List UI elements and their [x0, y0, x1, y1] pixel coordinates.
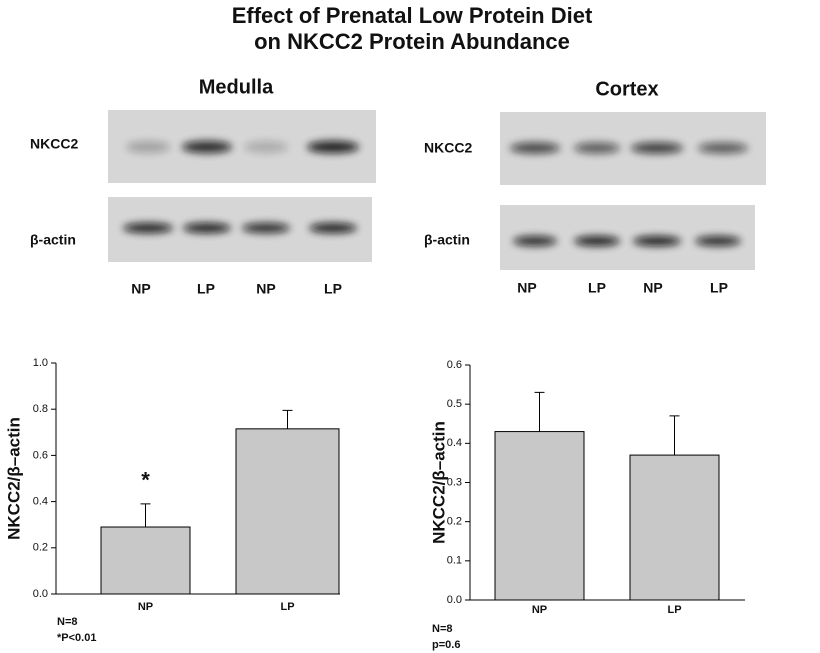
blot-band [574, 142, 620, 154]
y-tick-label: 0.0 [447, 594, 462, 606]
y-tick-label: 0.8 [33, 403, 48, 415]
blot-band [631, 142, 683, 154]
error-bar [669, 415, 680, 456]
blot-band [695, 236, 741, 246]
lane-label: NP [131, 281, 150, 297]
y-tick-label: 0.3 [447, 476, 462, 488]
blot-title: Medulla [199, 76, 274, 98]
bar [494, 431, 585, 601]
blot-band [510, 142, 560, 154]
lane-label: LP [588, 280, 606, 296]
figure-title: Effect of Prenatal Low Protein Diet [232, 3, 593, 28]
x-tick-label: NP [138, 601, 153, 613]
blot-row-label: NKCC2 [424, 140, 472, 156]
blot-row-label: NKCC2 [30, 136, 78, 152]
blot-band [242, 223, 290, 233]
blot-band [182, 141, 232, 153]
y-tick-label: 0.4 [447, 437, 462, 449]
x-tick-label: LP [667, 604, 681, 616]
y-tick-label: 0.4 [33, 496, 48, 508]
note: *P<0.01 [57, 632, 96, 644]
y-tick-label: 0.2 [33, 542, 48, 554]
figure-title: on NKCC2 Protein Abundance [254, 29, 570, 54]
x-tick-label: LP [280, 601, 294, 613]
blot-title: Cortex [595, 78, 658, 100]
annotation: * [141, 468, 150, 493]
y-tick-label: 1.0 [33, 357, 48, 369]
y-axis-label: NKCC2/β–actin [4, 417, 23, 540]
bar [235, 428, 340, 595]
y-tick-label: 0.0 [33, 588, 48, 600]
blot-band [244, 141, 288, 153]
y-tick-label: 0.1 [447, 555, 462, 567]
lane-label: LP [710, 280, 728, 296]
bar [629, 454, 720, 601]
y-axis-label: NKCC2/β–actin [429, 421, 448, 544]
note: p=0.6 [432, 639, 460, 651]
lane-label: NP [643, 280, 662, 296]
blot-row-label: β-actin [424, 232, 470, 248]
blot-band [126, 141, 170, 153]
y-tick-label: 0.2 [447, 516, 462, 528]
blot-band [513, 236, 557, 246]
blot-band [183, 223, 231, 233]
error-bar [140, 503, 151, 528]
blot-band [633, 236, 681, 246]
blot-row-label: β-actin [30, 232, 76, 248]
lane-label: NP [517, 280, 536, 296]
x-tick-label: NP [532, 604, 547, 616]
y-tick-label: 0.5 [447, 398, 462, 410]
blot-band [574, 236, 620, 246]
error-bar [282, 409, 293, 429]
blot-band [123, 223, 173, 233]
lane-label: LP [197, 281, 215, 297]
blot-band [698, 142, 748, 154]
note: N=8 [432, 623, 453, 635]
lane-label: LP [324, 281, 342, 297]
y-tick-label: 0.6 [33, 449, 48, 461]
note: N=8 [57, 616, 78, 628]
y-tick-label: 0.6 [447, 359, 462, 371]
blot-band [309, 223, 357, 233]
blot-band [307, 141, 359, 153]
lane-label: NP [256, 281, 275, 297]
error-bar [534, 391, 545, 432]
bar [100, 526, 191, 595]
